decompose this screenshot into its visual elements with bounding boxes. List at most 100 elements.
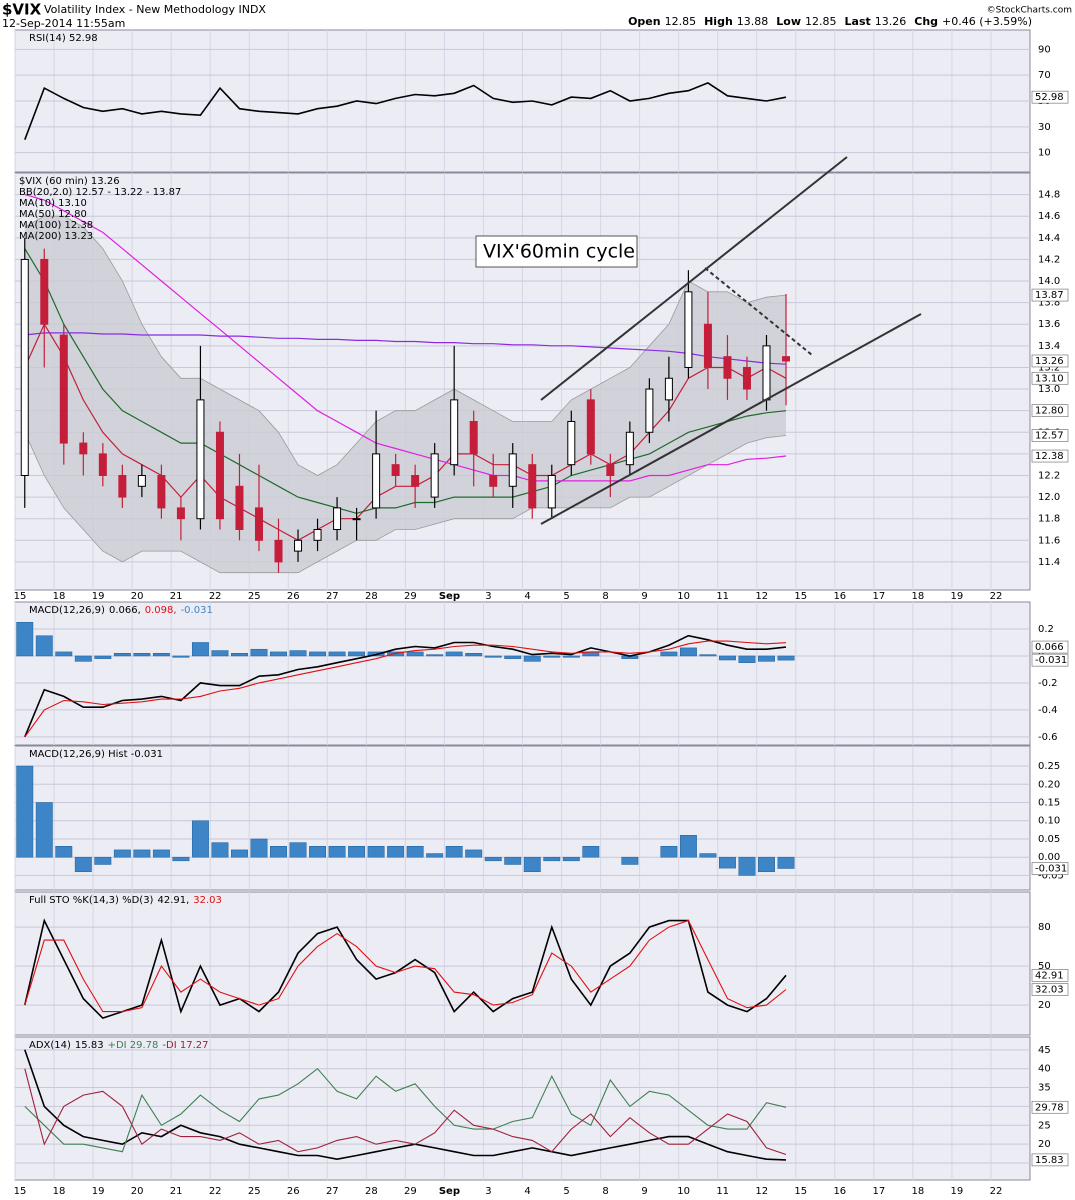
value-tag: [1031, 653, 1069, 667]
candle-body: [508, 453, 517, 487]
hist-bar: [738, 655, 756, 663]
panel-title: Full STO %K(14,3) %D(3) 42.91, 32.03: [29, 895, 222, 906]
hist-bar: [309, 651, 326, 657]
x-tick-label: 16: [833, 1186, 846, 1197]
x-tick-label: 15: [14, 1186, 27, 1197]
candle-body: [313, 529, 322, 541]
y-tick-label: 45: [1038, 1045, 1051, 1056]
hist-bar: [152, 849, 170, 858]
y-tick-label: 0.10: [1038, 816, 1060, 827]
series-line: [24, 634, 787, 738]
date: 12-Sep-2014 11:55am: [2, 17, 125, 30]
symbol: $VIX: [2, 1, 42, 19]
y-tick-label: -0.6: [1038, 732, 1058, 743]
quote-value: 12.85: [665, 15, 697, 28]
x-tick-label: 12: [755, 591, 768, 602]
y-tick-label: 10: [1038, 148, 1051, 159]
legend-entry: +DI 29.78: [108, 1040, 159, 1051]
hist-bar: [172, 655, 190, 658]
quote-label: Last: [845, 15, 871, 28]
hist-bar: [328, 651, 346, 657]
hist-bar: [309, 846, 326, 858]
hist-bar: [94, 655, 112, 659]
y-tick-label: 14.6: [1038, 211, 1060, 222]
ma-line: [24, 332, 787, 365]
value-tag-label: 13.87: [1035, 290, 1064, 301]
candle-body: [430, 453, 439, 498]
y-tick-label: 70: [1038, 70, 1051, 81]
y-tick-label: 11.6: [1038, 535, 1060, 546]
hist-bar: [504, 655, 522, 659]
x-tick-label: 17: [872, 591, 885, 602]
x-tick-label: 28: [365, 1186, 378, 1197]
candle-body: [664, 377, 673, 401]
candle-body: [333, 507, 342, 531]
value-tag-label: -0.031: [1035, 863, 1067, 874]
band-line: [24, 215, 787, 476]
y-tick-label: 0.05: [1038, 834, 1060, 845]
hist-bar: [562, 655, 580, 658]
x-tick-label: 21: [170, 591, 183, 602]
hist-bar: [55, 846, 73, 858]
candle-body: [196, 399, 205, 520]
hist-bar: [582, 846, 600, 858]
hist-bar: [172, 856, 190, 862]
candle-body: [157, 474, 166, 509]
hist-bar: [231, 849, 248, 858]
value-tag: [1031, 429, 1069, 442]
hist-bar: [621, 856, 639, 865]
quote-value: 13.88: [737, 15, 769, 28]
y-tick-label: 30: [1038, 122, 1051, 133]
value-tag-label: 15.83: [1035, 1155, 1064, 1166]
panel-title: ADX(14) 15.83 +DI 29.78 -DI 17.27: [29, 1040, 208, 1051]
hist-bar: [387, 846, 405, 858]
candle-body: [411, 474, 420, 487]
hist-bar: [133, 849, 151, 858]
x-tick-label: 26: [287, 1186, 300, 1197]
candle-body: [215, 431, 224, 520]
hist-bar: [523, 655, 541, 662]
value-tag: [1031, 1153, 1069, 1167]
candle-body: [703, 323, 712, 368]
x-tick-label: 5: [563, 1186, 569, 1197]
candle-body: [176, 507, 185, 520]
x-tick-label: 8: [602, 1186, 608, 1197]
ma-line: [24, 248, 787, 514]
value-tag: [1031, 354, 1069, 368]
panel-title: RSI(14) 52.98: [29, 33, 98, 44]
candle-body: [274, 539, 283, 563]
candle-body: [742, 366, 751, 390]
legend-entry: MA(50) 12.80: [19, 209, 87, 220]
hist-bar: [719, 655, 736, 661]
quote-label: High: [704, 15, 733, 28]
x-tick-label: 19: [92, 1186, 105, 1197]
x-tick-label: 20: [131, 1186, 144, 1197]
x-tick-label: 25: [248, 591, 261, 602]
hist-bar: [465, 849, 483, 858]
hist-bar: [152, 653, 170, 657]
hist-bar: [387, 651, 405, 657]
candle-body: [723, 356, 732, 379]
quote: Open 12.85 High 13.88 Low 12.85 Last 13.26 Chg +0…: [628, 15, 1032, 28]
x-tick-label: 27: [326, 591, 339, 602]
candle-body: [294, 539, 303, 552]
hist-bar: [777, 856, 795, 869]
candle-body: [782, 356, 791, 362]
y-tick-label: 35: [1038, 1083, 1051, 1094]
x-tick-label: 19: [951, 1186, 964, 1197]
series-line: [24, 918, 787, 1020]
legend-entry: 15.83: [75, 1040, 104, 1051]
y-tick-label: 90: [1038, 44, 1051, 55]
y-tick-label: 50: [1038, 961, 1051, 972]
hist-bar: [16, 765, 34, 858]
hist-bar: [35, 635, 53, 657]
candle-body: [79, 442, 88, 455]
y-tick-label: -0.2: [1038, 678, 1058, 689]
series-line: [24, 1068, 787, 1156]
hist-bar: [484, 655, 502, 658]
hist-bar: [699, 853, 717, 858]
x-tick-label: 29: [404, 1186, 417, 1197]
y-tick-label: 14.4: [1038, 233, 1060, 244]
x-tick-label: 25: [248, 1186, 261, 1197]
hist-bar: [543, 856, 561, 862]
